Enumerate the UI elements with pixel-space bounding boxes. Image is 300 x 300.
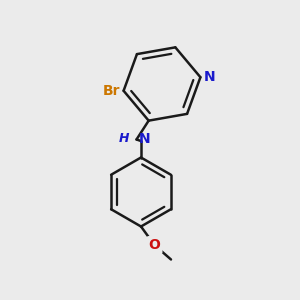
- Text: H: H: [118, 131, 129, 145]
- Text: O: O: [148, 238, 160, 252]
- Text: N: N: [204, 70, 216, 84]
- Text: N: N: [139, 132, 151, 145]
- Text: Br: Br: [103, 84, 120, 98]
